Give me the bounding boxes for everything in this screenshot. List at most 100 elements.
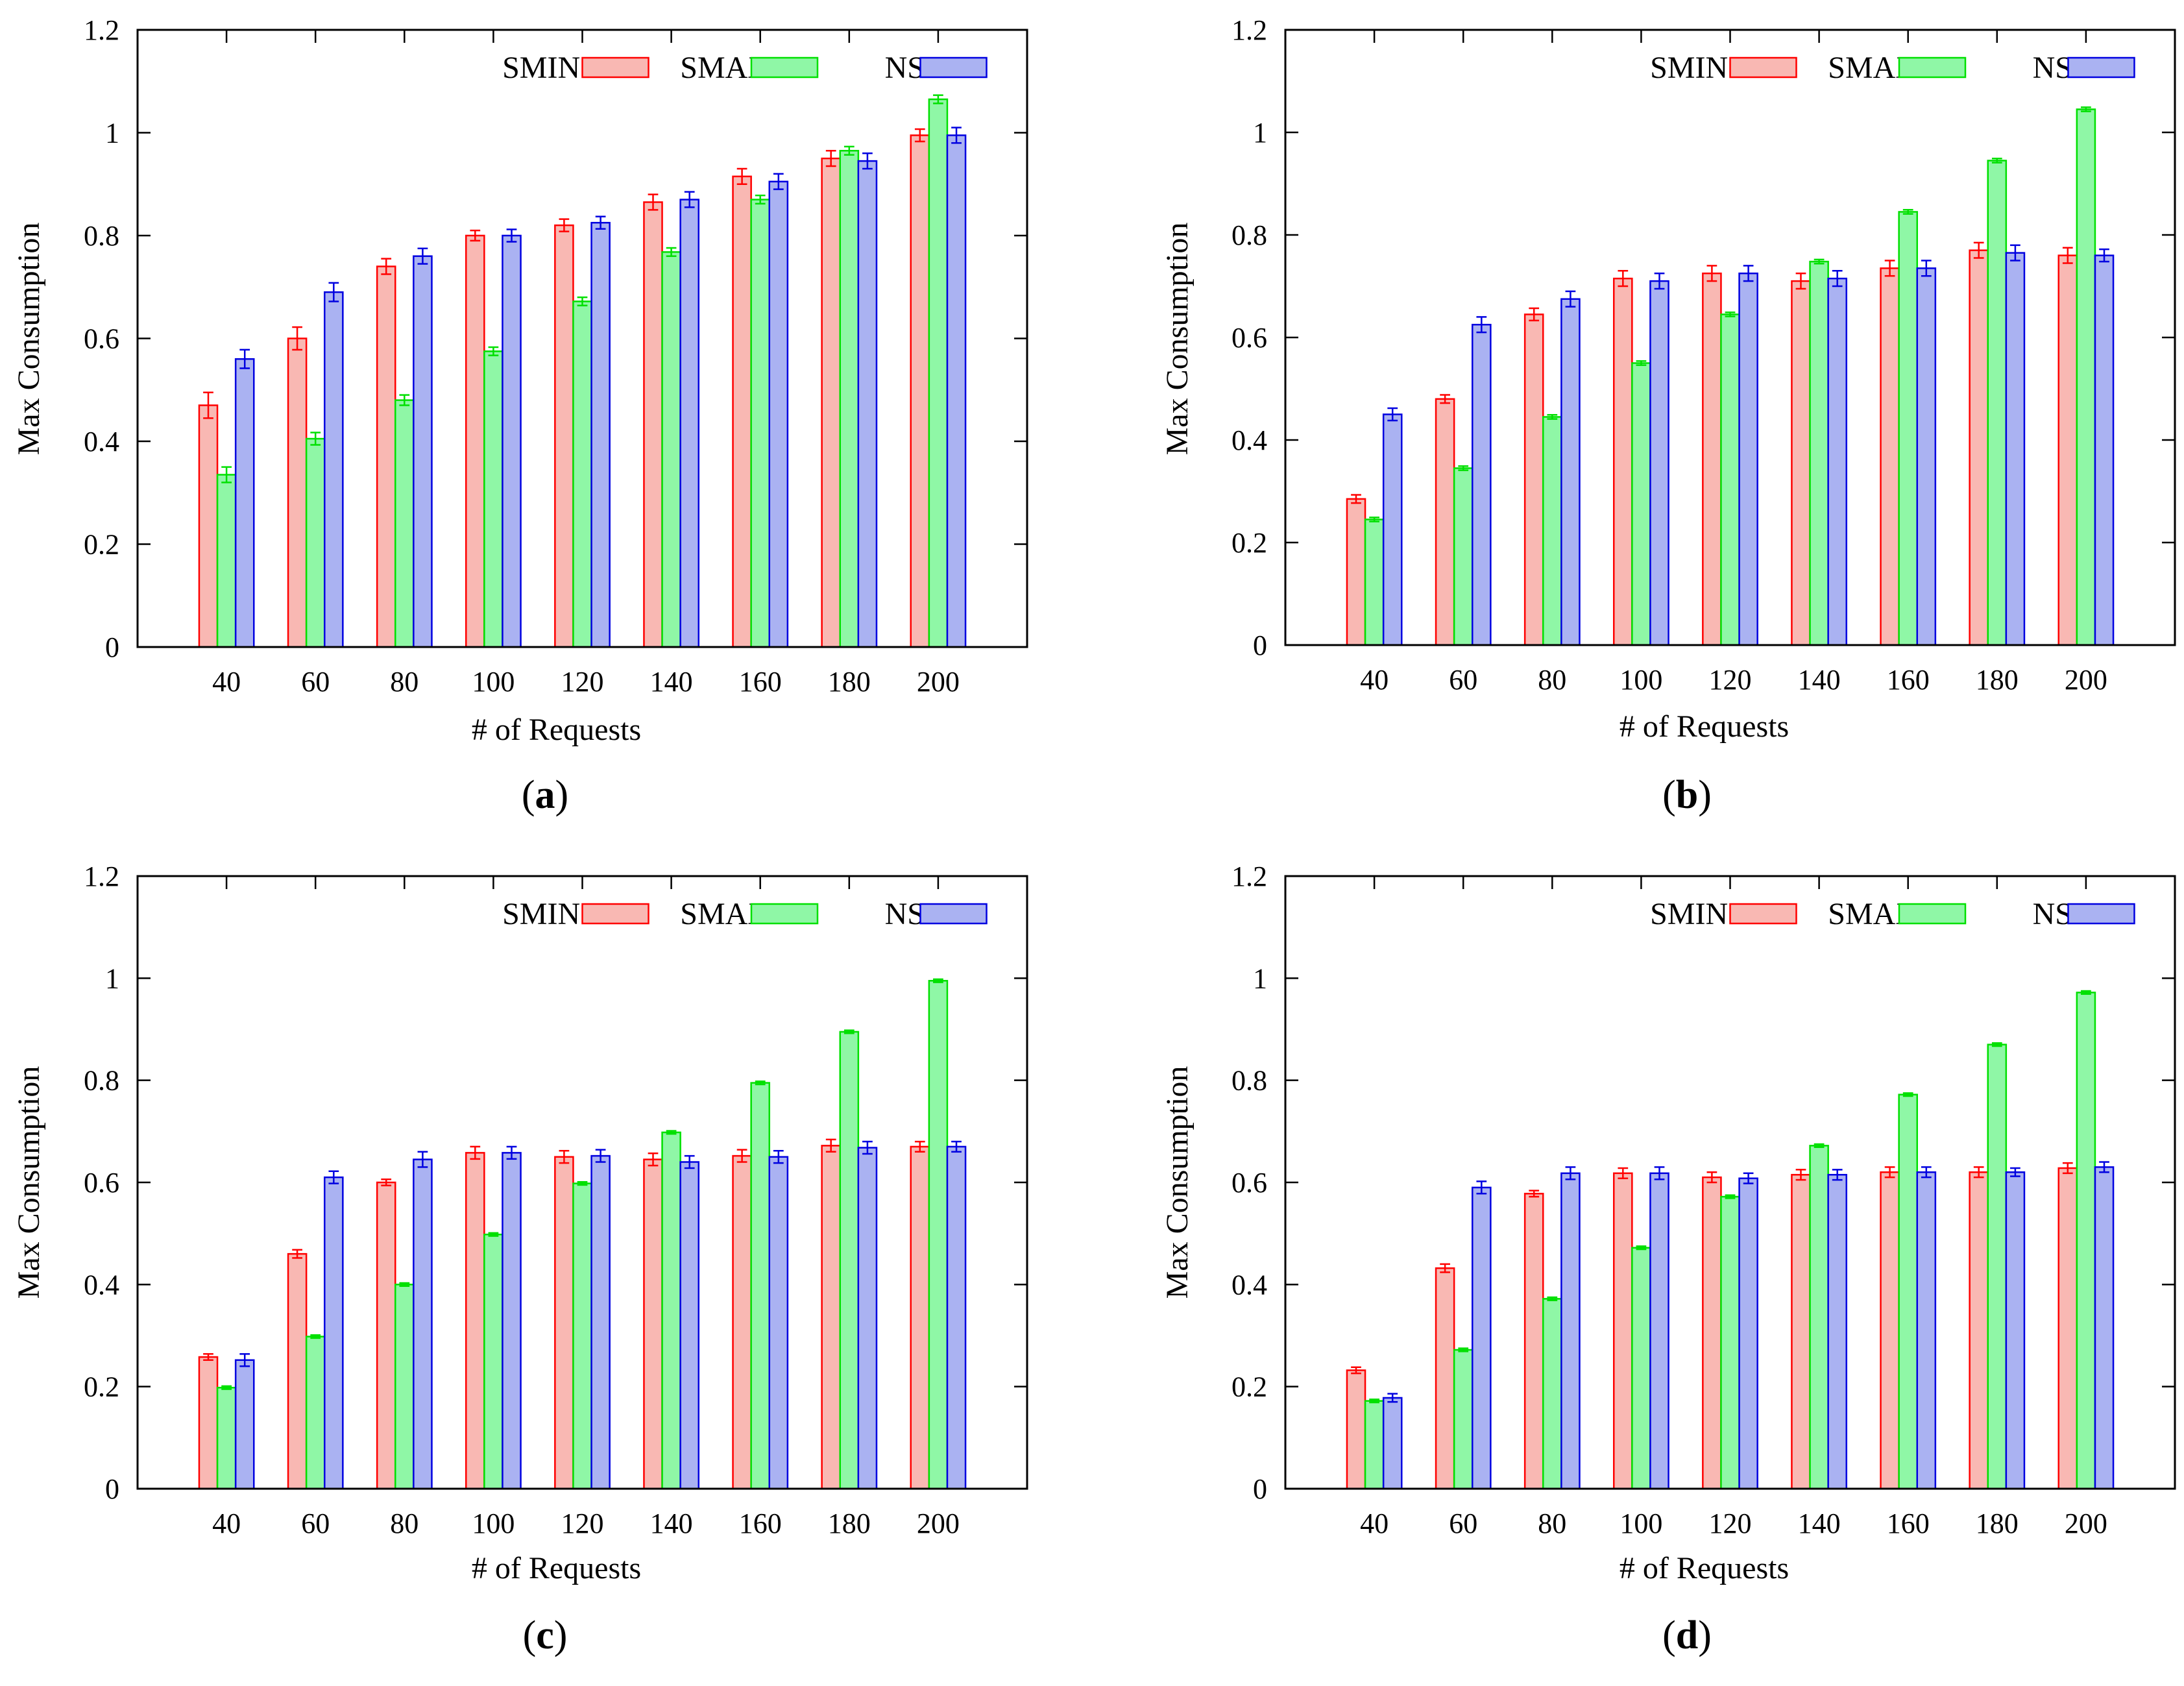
bar-ns-200 [946, 1145, 967, 1490]
error-bar-smin-120 [1706, 265, 1717, 282]
bar-ns-140 [1827, 1173, 1848, 1490]
error-bar-smin-200 [914, 1140, 925, 1153]
x-tick-label: 200 [2065, 1508, 2107, 1539]
bar-smin-40 [1346, 1369, 1366, 1490]
bar-smax-140 [661, 1131, 681, 1490]
x-axis-title: # of Requests [1620, 1551, 1789, 1585]
x-tick-label: 140 [650, 1508, 693, 1539]
error-bar-smax-80 [399, 1282, 410, 1287]
legend-label: NS [2033, 51, 2072, 85]
error-bar-smax-60 [1458, 1347, 1469, 1352]
bar-smin-100 [1612, 277, 1633, 646]
x-tick-label: 160 [739, 666, 782, 698]
bar-smax-200 [2076, 108, 2096, 646]
y-tick-label: 0.4 [1232, 424, 1267, 456]
legend-item-ns: NS [2033, 51, 2135, 85]
y-tick-label: 0.8 [1232, 219, 1267, 251]
error-bar-smin-60 [1440, 1263, 1450, 1273]
bar-smin-200 [2057, 1167, 2078, 1490]
bar-ns-140 [1827, 277, 1848, 646]
bar-smax-60 [1453, 467, 1474, 646]
legend-swatch [581, 56, 649, 79]
y-tick-label: 0.2 [1232, 1371, 1267, 1403]
bar-ns-60 [324, 1176, 344, 1490]
error-bar-ns-200 [2099, 248, 2109, 263]
error-bar-smax-40 [221, 1385, 232, 1390]
legend-label: SMIN [1650, 51, 1728, 85]
legend-label: SMIN [502, 897, 580, 931]
error-bar-smax-40 [1369, 1399, 1379, 1404]
legend-item-ns: NS [2033, 897, 2135, 931]
bar-ns-120 [1738, 273, 1758, 646]
bar-smin-60 [1435, 1267, 1455, 1490]
bar-smin-140 [643, 201, 663, 648]
y-tick-label: 1.2 [84, 14, 119, 46]
bar-smin-80 [1523, 1193, 1544, 1490]
error-bar-smin-80 [381, 1179, 392, 1186]
bar-smax-80 [394, 1284, 415, 1490]
x-tick-label: 140 [650, 666, 693, 698]
bar-smin-180 [821, 157, 841, 648]
error-bar-ns-140 [684, 1155, 695, 1169]
error-bar-smin-120 [1706, 1171, 1717, 1184]
error-bar-smin-140 [1795, 1169, 1806, 1181]
y-tick-label: 1 [105, 962, 119, 994]
bar-ns-40 [1382, 1397, 1403, 1490]
bar-smax-140 [1809, 1145, 1829, 1490]
x-tick-label: 140 [1798, 664, 1841, 696]
error-bar-smin-140 [648, 1152, 659, 1167]
x-tick-label: 180 [828, 1508, 871, 1539]
error-bar-ns-200 [951, 1140, 962, 1153]
bar-ns-180 [2005, 252, 2026, 646]
x-tick-label: 80 [1538, 664, 1566, 696]
bar-smax-80 [1542, 416, 1562, 646]
error-bar-smin-40 [203, 391, 213, 419]
error-bar-ns-80 [417, 247, 428, 265]
x-tick-label: 200 [917, 1508, 960, 1539]
x-tick-label: 120 [561, 1508, 604, 1539]
error-bar-ns-120 [595, 215, 606, 230]
error-bar-smax-180 [1991, 1042, 2002, 1047]
bar-smax-80 [394, 399, 415, 648]
bar-ns-200 [2094, 254, 2115, 646]
error-bar-smin-100 [470, 229, 481, 242]
legend-item-ns: NS [885, 51, 988, 85]
bar-smin-100 [465, 1152, 485, 1490]
y-tick-label: 0.8 [84, 1065, 119, 1097]
bar-smin-80 [1523, 313, 1544, 646]
bar-smax-160 [1898, 211, 1919, 646]
error-bar-smax-60 [310, 1334, 321, 1339]
error-bar-smax-180 [843, 1029, 855, 1034]
y-tick-label: 1 [1253, 962, 1267, 994]
bar-smin-180 [1969, 1171, 1989, 1490]
bar-ns-100 [1649, 280, 1669, 646]
legend-item-smin: SMIN [1650, 51, 1797, 85]
bar-smax-40 [1364, 1400, 1385, 1490]
x-tick-label: 160 [1887, 1508, 1930, 1539]
y-tick-label: 0.8 [1232, 1065, 1267, 1097]
bar-smax-160 [750, 199, 771, 648]
error-bar-smax-80 [1547, 1296, 1558, 1301]
x-tick-label: 140 [1798, 1508, 1841, 1539]
bar-smin-160 [732, 1155, 752, 1490]
bar-smax-180 [839, 1031, 860, 1490]
plot-frame [136, 875, 1028, 1490]
bar-ns-160 [1916, 1171, 1937, 1490]
error-bar-smax-40 [221, 466, 232, 483]
bar-ns-180 [2005, 1171, 2026, 1490]
error-bar-smax-160 [755, 1080, 766, 1086]
bar-ns-140 [679, 199, 700, 648]
bar-smax-200 [928, 980, 949, 1490]
y-tick-label: 0.4 [84, 1269, 119, 1301]
legend-item-smin: SMIN [502, 897, 649, 931]
bar-ns-180 [857, 160, 878, 648]
bar-smin-140 [1791, 280, 1811, 646]
error-bar-smin-180 [1973, 1166, 1984, 1179]
legend-item-smax: SMAX [680, 897, 819, 931]
error-bar-smin-160 [736, 1149, 747, 1163]
error-bar-smax-60 [1458, 465, 1469, 471]
y-axis-title: Max Consumption [12, 223, 46, 456]
error-bar-ns-40 [1387, 1393, 1398, 1403]
error-bar-smax-140 [666, 1130, 677, 1135]
